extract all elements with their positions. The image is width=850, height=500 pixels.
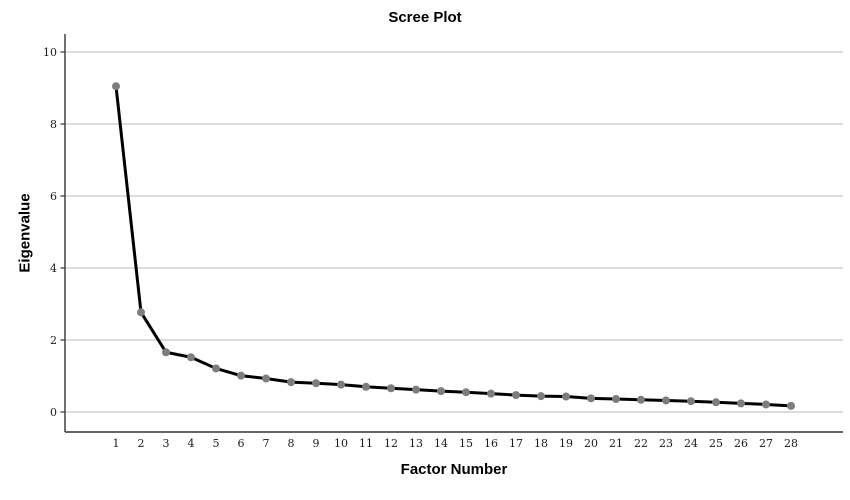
data-point-marker [162, 348, 170, 357]
x-tick-label: 13 [409, 437, 423, 450]
data-point-marker [437, 387, 445, 396]
y-tick-label: 0 [50, 406, 57, 419]
x-tick-label: 14 [434, 437, 448, 450]
data-point-marker [212, 364, 220, 373]
data-point-marker [137, 308, 145, 317]
data-point-marker [562, 392, 570, 401]
y-tick-label: 8 [50, 118, 57, 131]
x-tick-label: 12 [384, 437, 398, 450]
x-tick-label: 23 [659, 437, 673, 450]
data-point-marker [262, 374, 270, 383]
data-point-marker [337, 380, 345, 389]
x-tick-label: 7 [263, 437, 270, 450]
data-point-marker [487, 389, 495, 398]
chart-title: Scree Plot [388, 9, 462, 26]
data-point-marker [462, 388, 470, 397]
y-tick-label: 2 [50, 334, 57, 347]
x-tick-label: 10 [334, 437, 348, 450]
data-point-marker [362, 382, 370, 391]
x-tick-label: 20 [584, 437, 598, 450]
data-point-marker [662, 396, 670, 405]
y-tick-label: 4 [50, 262, 57, 275]
x-tick-label: 1 [113, 437, 120, 450]
x-tick-label: 4 [188, 437, 195, 450]
x-tick-label: 3 [163, 437, 170, 450]
x-tick-label: 25 [709, 437, 723, 450]
data-point-marker [512, 391, 520, 400]
x-tick-label: 17 [509, 437, 523, 450]
x-tick-label: 21 [609, 437, 623, 450]
x-axis-label: Factor Number [400, 461, 508, 478]
data-point-marker [387, 384, 395, 393]
data-point-marker [237, 371, 245, 380]
data-point-marker [737, 399, 745, 408]
scree-line [114, 84, 793, 408]
x-tick-label: 19 [559, 437, 573, 450]
x-tick-label: 2 [138, 437, 145, 450]
data-point-marker [637, 395, 645, 404]
x-tick-label: 26 [734, 437, 748, 450]
data-point-marker [762, 400, 770, 409]
data-point-marker [187, 353, 195, 362]
x-tick-label: 24 [684, 437, 698, 450]
x-tick-label: 16 [484, 437, 498, 450]
data-point-marker [712, 398, 720, 407]
data-point-marker [687, 397, 695, 406]
x-tick-label: 15 [459, 437, 473, 450]
y-tick-label: 6 [50, 190, 57, 203]
data-point-marker [612, 395, 620, 404]
x-tick-label: 22 [634, 437, 648, 450]
data-point-marker [537, 392, 545, 401]
x-tick-label: 11 [359, 437, 373, 450]
x-tick-label: 28 [784, 437, 798, 450]
data-point-marker [412, 385, 420, 394]
data-point-marker [112, 82, 120, 91]
x-tick-label: 18 [534, 437, 548, 450]
x-tick-label: 8 [288, 437, 295, 450]
data-point-marker [587, 394, 595, 403]
x-tick-label: 5 [213, 437, 220, 450]
data-point-marker [287, 378, 295, 387]
x-tick-label: 9 [313, 437, 320, 450]
data-point-marker [787, 401, 795, 410]
x-tick-label: 27 [759, 437, 773, 450]
y-tick-label: 10 [43, 46, 57, 59]
x-tick-label: 6 [238, 437, 245, 450]
data-point-marker [312, 379, 320, 388]
